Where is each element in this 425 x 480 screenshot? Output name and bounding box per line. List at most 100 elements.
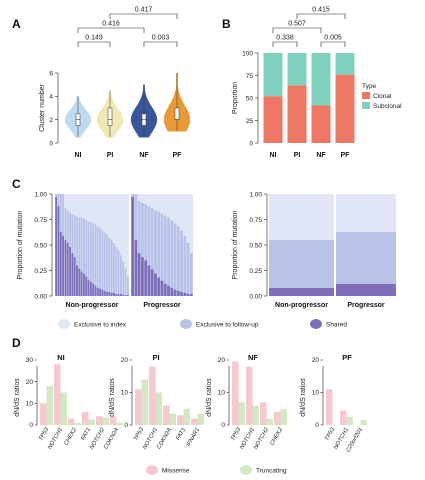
bar-followup-progressor <box>150 208 154 296</box>
y-tick-label: 0.00 <box>249 293 262 300</box>
gene-label-CHEK2: CHEK2 <box>269 426 284 446</box>
bar-followup-progressor <box>163 215 167 296</box>
bar-followup-non_progressor <box>101 230 104 296</box>
bar-shared-progressor <box>134 239 138 296</box>
y-tick-label: 0.75 <box>249 217 262 224</box>
legend-swatch-0 <box>58 319 70 329</box>
y-tick-label: 30 <box>26 357 34 364</box>
bar-truncating-NOTCH2 <box>102 417 109 425</box>
bar-missense-TP53 <box>40 403 47 425</box>
y-axis-label: Cluster number <box>39 83 46 132</box>
bar-shared-non_progressor <box>85 276 88 296</box>
legend-label-0: Exclusive to index <box>74 322 127 329</box>
bar-truncating-NOTCH1 <box>60 392 67 425</box>
bar-shared-progressor <box>186 293 190 296</box>
bar-followup-non_progressor <box>115 247 118 296</box>
bar-followup-non_progressor <box>108 237 111 296</box>
y-tick-label: 10 <box>26 401 34 408</box>
bar-shared-non_progressor <box>87 279 90 296</box>
bar-followup-non_progressor <box>80 217 83 296</box>
bar-followup-non_progressor <box>89 222 92 296</box>
bar-shared-progressor <box>154 273 157 296</box>
bar-followup-non_progressor <box>76 216 78 296</box>
bar-followup-progressor <box>173 223 177 296</box>
y-tick-label: 10 <box>218 390 226 397</box>
bar-shared-non_progressor <box>96 287 99 296</box>
bar-shared-progressor <box>167 285 170 296</box>
y-tick-label: 0 <box>221 422 225 429</box>
per-patient-bar-chart: 0.00 0.25 0.50 0.75 1.00 Proportion of mutati… <box>17 191 193 309</box>
bar-shared-non_progressor <box>115 293 118 296</box>
bar-followup-progressor <box>176 226 180 296</box>
bar-followup-non_progressor <box>85 219 88 296</box>
bar-shared-non_progressor <box>94 285 97 296</box>
bar-shared-non_progressor <box>59 231 62 296</box>
bar-subclonal-PI <box>287 53 307 86</box>
bar-shared-non_progressor <box>103 290 106 296</box>
y-tick-label: 0.00 <box>34 293 47 300</box>
bar-followup-non_progressor <box>73 215 76 296</box>
bar-followup-non_progressor <box>110 239 113 296</box>
y-axis-label: Proportion <box>232 82 239 114</box>
bar-clonal-NI <box>263 96 283 143</box>
bar-followup-non_progressor <box>124 268 127 296</box>
y-tick-label: 2 <box>49 117 53 124</box>
stacked-bar-chart: 0 25 50 75 100 Proportion NI PI NF PF 0.338 0.005 0.… <box>232 7 402 160</box>
comparison-NF-PF-p-value: 0.003 <box>152 35 170 42</box>
comparison-NF-PF-p-value: 0.005 <box>324 35 342 42</box>
bar-missense-TP53 <box>232 361 239 425</box>
bar-shared-progressor <box>141 257 144 296</box>
legend-label-2: Shared <box>326 322 347 329</box>
bar-followup-non_progressor <box>87 221 90 296</box>
bar-shared-progressor <box>180 291 183 296</box>
y-tick-label: 1.00 <box>249 191 262 198</box>
bar-followup-progressor <box>144 204 148 296</box>
bar-shared-non_progressor <box>108 291 111 296</box>
gene-label-TP53: TP53 <box>230 426 243 442</box>
y-tick-label: 0.50 <box>34 242 47 249</box>
subplot-title-PF: PF <box>342 353 352 362</box>
bar-shared-non_progressor <box>99 288 101 296</box>
legend-swatch-missense <box>146 465 158 475</box>
y-tick-label: 0 <box>124 422 128 429</box>
bar-followup-non_progressor <box>92 223 95 296</box>
y-tick-label: 1.00 <box>34 191 47 198</box>
legend-swatch-clonal <box>362 92 370 99</box>
bar-shared-non_progressor <box>80 271 83 296</box>
subplot-title-NI: NI <box>57 353 65 362</box>
bar-subclonal-PF <box>335 53 355 75</box>
gene-label-FAT1: FAT1 <box>80 427 92 442</box>
bar-followup-progressor <box>160 213 164 296</box>
bar-followup-progressor <box>189 253 193 296</box>
bar-truncating-NOTCH2 <box>266 418 273 425</box>
y-tick-label: 10 <box>121 390 129 397</box>
bar-followup-progressor <box>167 217 170 296</box>
x-label-NF: NF <box>139 152 149 159</box>
bar-missense-CDKN2A <box>110 416 117 425</box>
comparison-NI-NF-p-value: 0.416 <box>102 21 120 28</box>
legend-label-1: Exclusive to follow-up <box>196 322 259 329</box>
iqr-box-PI <box>107 107 113 126</box>
y-axis-label: dN/dS ratios <box>14 378 21 417</box>
bar-shared-non_progressor <box>55 197 58 296</box>
comparison-PI-PF-bracket <box>296 13 346 19</box>
bar-missense-NOTCH1 <box>149 366 156 425</box>
bar-shared-progressor <box>147 265 151 296</box>
bar-shared-progressor <box>144 260 148 296</box>
y-axis-label: Proportion of mutation <box>17 210 24 279</box>
bar-subclonal-NI <box>263 53 283 97</box>
bar-followup-progressor <box>157 211 161 296</box>
bar-missense-NOTCH2 <box>260 402 267 425</box>
bar-truncating-CDKN2A <box>116 422 123 425</box>
bar-shared-non_progressor <box>83 273 85 296</box>
comparison-NF-PF-bracket <box>320 41 346 47</box>
bar-followup-progressor <box>147 206 151 296</box>
group-label-non_progressor: Non-progressor <box>66 302 119 309</box>
bar-followup-progressor <box>154 210 157 296</box>
bar-shared-non_progressor <box>124 294 127 296</box>
legend-label-missense: Missense <box>162 468 190 475</box>
bar-truncating-CHEK2 <box>280 408 287 425</box>
subplot-title-NF: NF <box>248 353 258 362</box>
bar-followup-non_progressor <box>103 232 106 296</box>
